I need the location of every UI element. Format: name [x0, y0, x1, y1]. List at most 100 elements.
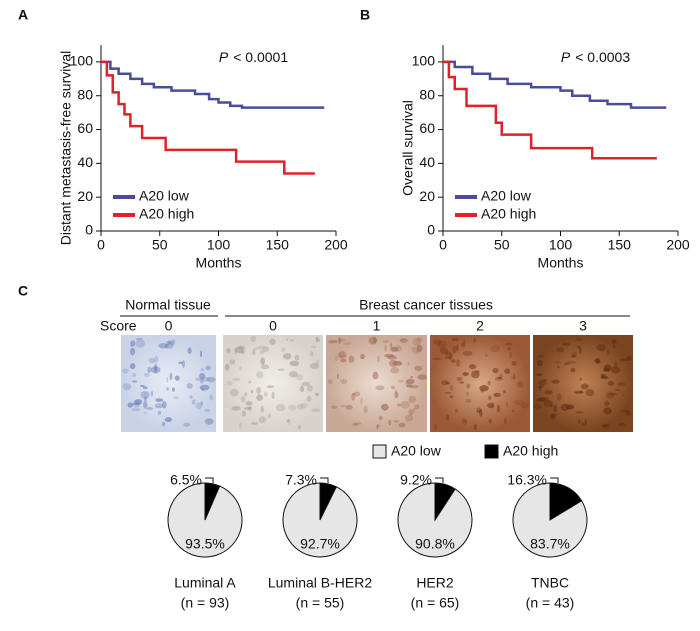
tissue-texture	[290, 338, 295, 342]
tissue-texture	[601, 424, 608, 427]
tissue-texture	[584, 418, 587, 427]
tissue-texture	[241, 410, 247, 417]
tissue-texture	[619, 358, 629, 362]
tissue-texture	[488, 395, 492, 400]
tissue-texture	[204, 409, 210, 412]
x-tick-label: 0	[97, 237, 105, 253]
tissue-texture	[617, 422, 626, 426]
tissue-texture	[454, 408, 458, 413]
tissue-texture	[444, 356, 451, 360]
tissue-texture	[226, 380, 233, 386]
score: 0	[165, 318, 173, 334]
tissue-texture	[378, 415, 383, 421]
tissue-texture	[260, 364, 270, 370]
tissue-texture	[122, 368, 129, 374]
tissue-texture	[579, 346, 582, 354]
tissue-texture	[131, 407, 141, 412]
tissue-texture	[580, 383, 589, 390]
tissue-texture	[229, 388, 239, 397]
tissue-texture	[556, 393, 562, 401]
y-tick-label: 80	[419, 86, 435, 102]
tissue-texture	[306, 385, 313, 392]
pie-slice	[512, 482, 588, 558]
tissue-texture	[440, 380, 449, 386]
tissue-texture	[509, 351, 513, 359]
tissue-texture	[619, 409, 628, 413]
slice-label: 16.3%	[507, 472, 547, 488]
tissue-texture	[388, 359, 398, 367]
tissue-texture	[449, 395, 454, 399]
tissue-texture	[388, 419, 392, 426]
tissue-texture	[340, 378, 348, 384]
tissue-texture	[446, 350, 451, 355]
tissue-texture	[543, 378, 547, 382]
tissue-texture	[459, 381, 464, 384]
x-axis-title: Months	[196, 255, 242, 271]
tissue-texture	[300, 402, 308, 409]
tissue-texture	[130, 340, 136, 347]
tissue-texture	[562, 342, 570, 346]
tissue-texture	[480, 388, 484, 393]
tissue-texture	[550, 413, 556, 420]
tissue-texture	[338, 351, 347, 359]
tissue-texture	[413, 407, 416, 413]
tissue-texture	[376, 424, 379, 430]
tissue-texture	[511, 360, 517, 366]
tissue-texture	[570, 367, 576, 373]
tissue-texture	[390, 366, 400, 374]
tissue-texture	[252, 350, 256, 355]
tissue-texture	[155, 398, 164, 402]
tissue-texture	[461, 342, 464, 347]
tissue-texture	[605, 402, 610, 405]
tissue-texture	[393, 420, 399, 423]
tissue-texture	[498, 373, 503, 378]
tissue-texture	[404, 414, 414, 422]
tissue-texture	[445, 351, 449, 356]
tissue-texture	[465, 398, 472, 404]
tissue-texture	[492, 367, 499, 374]
tissue-texture	[250, 389, 253, 394]
tissue-texture	[506, 401, 509, 408]
tissue-texture	[549, 404, 553, 408]
tissue-texture	[381, 403, 389, 411]
tissue-texture	[286, 419, 290, 423]
pie-name: TNBC	[531, 575, 569, 591]
tissue-texture	[398, 422, 406, 428]
pie-slice	[397, 482, 473, 558]
tissue-texture	[258, 345, 266, 349]
legend-label: A20 high	[481, 206, 536, 222]
tissue-texture	[544, 389, 553, 395]
tissue-texture	[299, 385, 305, 393]
tissue-texture	[394, 391, 399, 399]
tissue-texture	[231, 406, 241, 411]
tissue-texture	[352, 422, 359, 427]
tissue-texture	[195, 377, 201, 381]
tissue-texture	[256, 371, 264, 379]
tissue-texture	[417, 337, 423, 343]
tissue-texture	[551, 379, 560, 384]
legend-label: A20 high	[139, 206, 194, 222]
tissue-texture	[520, 402, 530, 409]
tissue-texture	[311, 345, 317, 349]
tissue-texture	[171, 387, 175, 392]
tissue-texture	[271, 391, 275, 400]
tissue-texture	[142, 386, 148, 390]
tissue-texture	[571, 352, 577, 356]
tissue-texture	[166, 387, 170, 391]
tissue-texture	[195, 402, 203, 410]
tissue-texture	[566, 360, 577, 364]
tissue-texture	[626, 356, 632, 361]
y-tick-label: 20	[77, 188, 93, 204]
tissue-texture	[232, 378, 241, 381]
y-tick-label: 100	[412, 53, 436, 69]
tissue-texture	[327, 378, 333, 385]
tissue-texture	[408, 395, 417, 404]
tissue-texture	[147, 366, 152, 373]
tissue-texture	[550, 413, 558, 417]
tissue-texture	[199, 372, 206, 380]
tissue-texture	[161, 421, 166, 427]
tissue-texture	[229, 359, 236, 365]
tissue-texture	[456, 344, 459, 352]
tissue-texture	[183, 422, 191, 427]
tissue-texture	[328, 339, 338, 344]
